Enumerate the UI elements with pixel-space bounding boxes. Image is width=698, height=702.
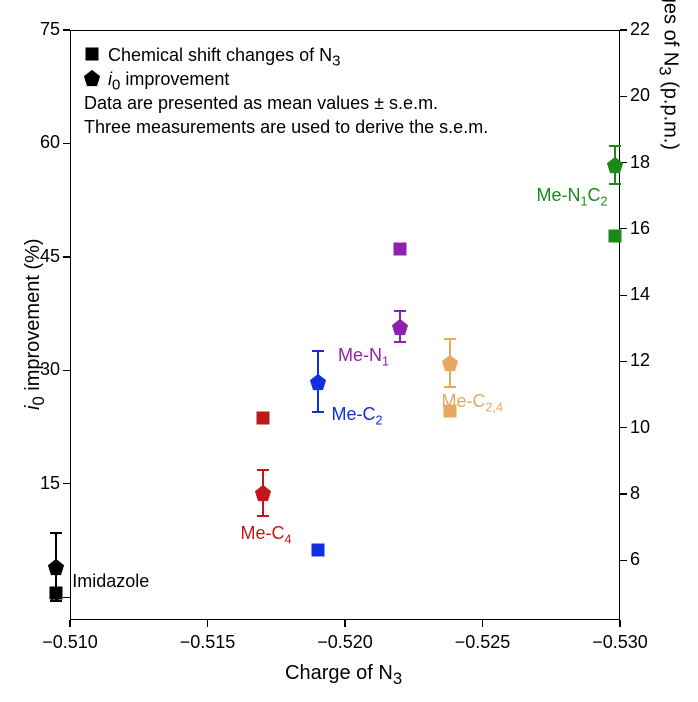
error-cap	[50, 532, 62, 534]
series-label: Me-C4	[241, 523, 292, 547]
y-right-tick-label: 12	[630, 350, 650, 371]
legend-text: i0 improvement	[108, 69, 229, 94]
series-label: Me-N1	[338, 345, 389, 369]
y-right-tick-label: 22	[630, 19, 650, 40]
y-left-tick	[63, 256, 70, 257]
y-left-tick	[63, 483, 70, 484]
y-right-tick	[620, 228, 627, 229]
pentagon-marker	[47, 558, 65, 576]
pentagon-marker	[441, 354, 459, 372]
pentagon-marker	[254, 484, 272, 502]
x-tick-label: −0.530	[585, 632, 655, 653]
square-marker	[608, 229, 621, 242]
x-axis-label: Charge of N3	[285, 662, 402, 689]
square-marker	[394, 242, 407, 255]
square-marker	[50, 587, 63, 600]
error-cap	[444, 338, 456, 340]
error-cap	[257, 469, 269, 471]
pentagon-marker	[309, 373, 327, 391]
square-marker	[311, 544, 324, 557]
error-cap	[444, 386, 456, 388]
error-cap	[394, 341, 406, 343]
y-right-tick-label: 16	[630, 218, 650, 239]
x-tick-label: −0.510	[35, 632, 105, 653]
error-cap	[609, 183, 621, 185]
y-right-tick-label: 20	[630, 85, 650, 106]
x-tick	[207, 620, 208, 627]
series-label: Me-N1C2	[537, 185, 608, 209]
y-left-tick	[63, 143, 70, 144]
y-right-tick	[620, 361, 627, 362]
y-right-tick	[620, 560, 627, 561]
error-cap	[394, 310, 406, 312]
error-cap	[312, 350, 324, 352]
series-label: Me-C2,4	[442, 391, 504, 415]
y-right-tick-label: 10	[630, 417, 650, 438]
legend-text: Data are presented as mean values ± s.e.…	[84, 93, 438, 114]
y-left-tick-label: 60	[40, 132, 60, 153]
x-tick-label: −0.525	[448, 632, 518, 653]
x-tick-label: −0.515	[173, 632, 243, 653]
error-cap	[609, 145, 621, 147]
y-right-tick-label: 14	[630, 284, 650, 305]
y-right-tick-label: 8	[630, 483, 640, 504]
x-tick	[69, 620, 70, 627]
legend-text: Three measurements are used to derive th…	[84, 117, 488, 138]
y-right-tick	[620, 427, 627, 428]
y-left-tick-label: 75	[40, 19, 60, 40]
legend-pentagon-icon	[83, 69, 101, 87]
y-right-axis-label: Chemical shift changes of N3 (p.p.m.)	[655, 0, 682, 150]
error-cap	[50, 600, 62, 602]
square-marker	[256, 411, 269, 424]
x-tick	[482, 620, 483, 627]
y-right-tick	[620, 493, 627, 494]
legend-square-icon	[86, 48, 99, 61]
dual-axis-scatter-chart: 015304560756810121416182022−0.510−0.515−…	[0, 0, 698, 702]
y-left-axis-label: i0 improvement (%)	[22, 238, 49, 410]
pentagon-marker	[606, 156, 624, 174]
legend-text: Chemical shift changes of N3	[108, 45, 340, 70]
y-right-tick	[620, 96, 627, 97]
series-label: Me-C2	[332, 404, 383, 428]
error-cap	[312, 411, 324, 413]
y-right-tick	[620, 295, 627, 296]
y-right-tick	[620, 29, 627, 30]
y-left-tick	[63, 29, 70, 30]
series-label: Imidazole	[72, 571, 149, 592]
y-right-tick-label: 18	[630, 152, 650, 173]
error-cap	[257, 515, 269, 517]
y-right-tick-label: 6	[630, 549, 640, 570]
y-left-tick	[63, 597, 70, 598]
x-tick	[344, 620, 345, 627]
x-tick	[619, 620, 620, 627]
y-left-tick	[63, 370, 70, 371]
x-tick-label: −0.520	[310, 632, 380, 653]
pentagon-marker	[391, 318, 409, 336]
y-left-tick-label: 15	[40, 473, 60, 494]
